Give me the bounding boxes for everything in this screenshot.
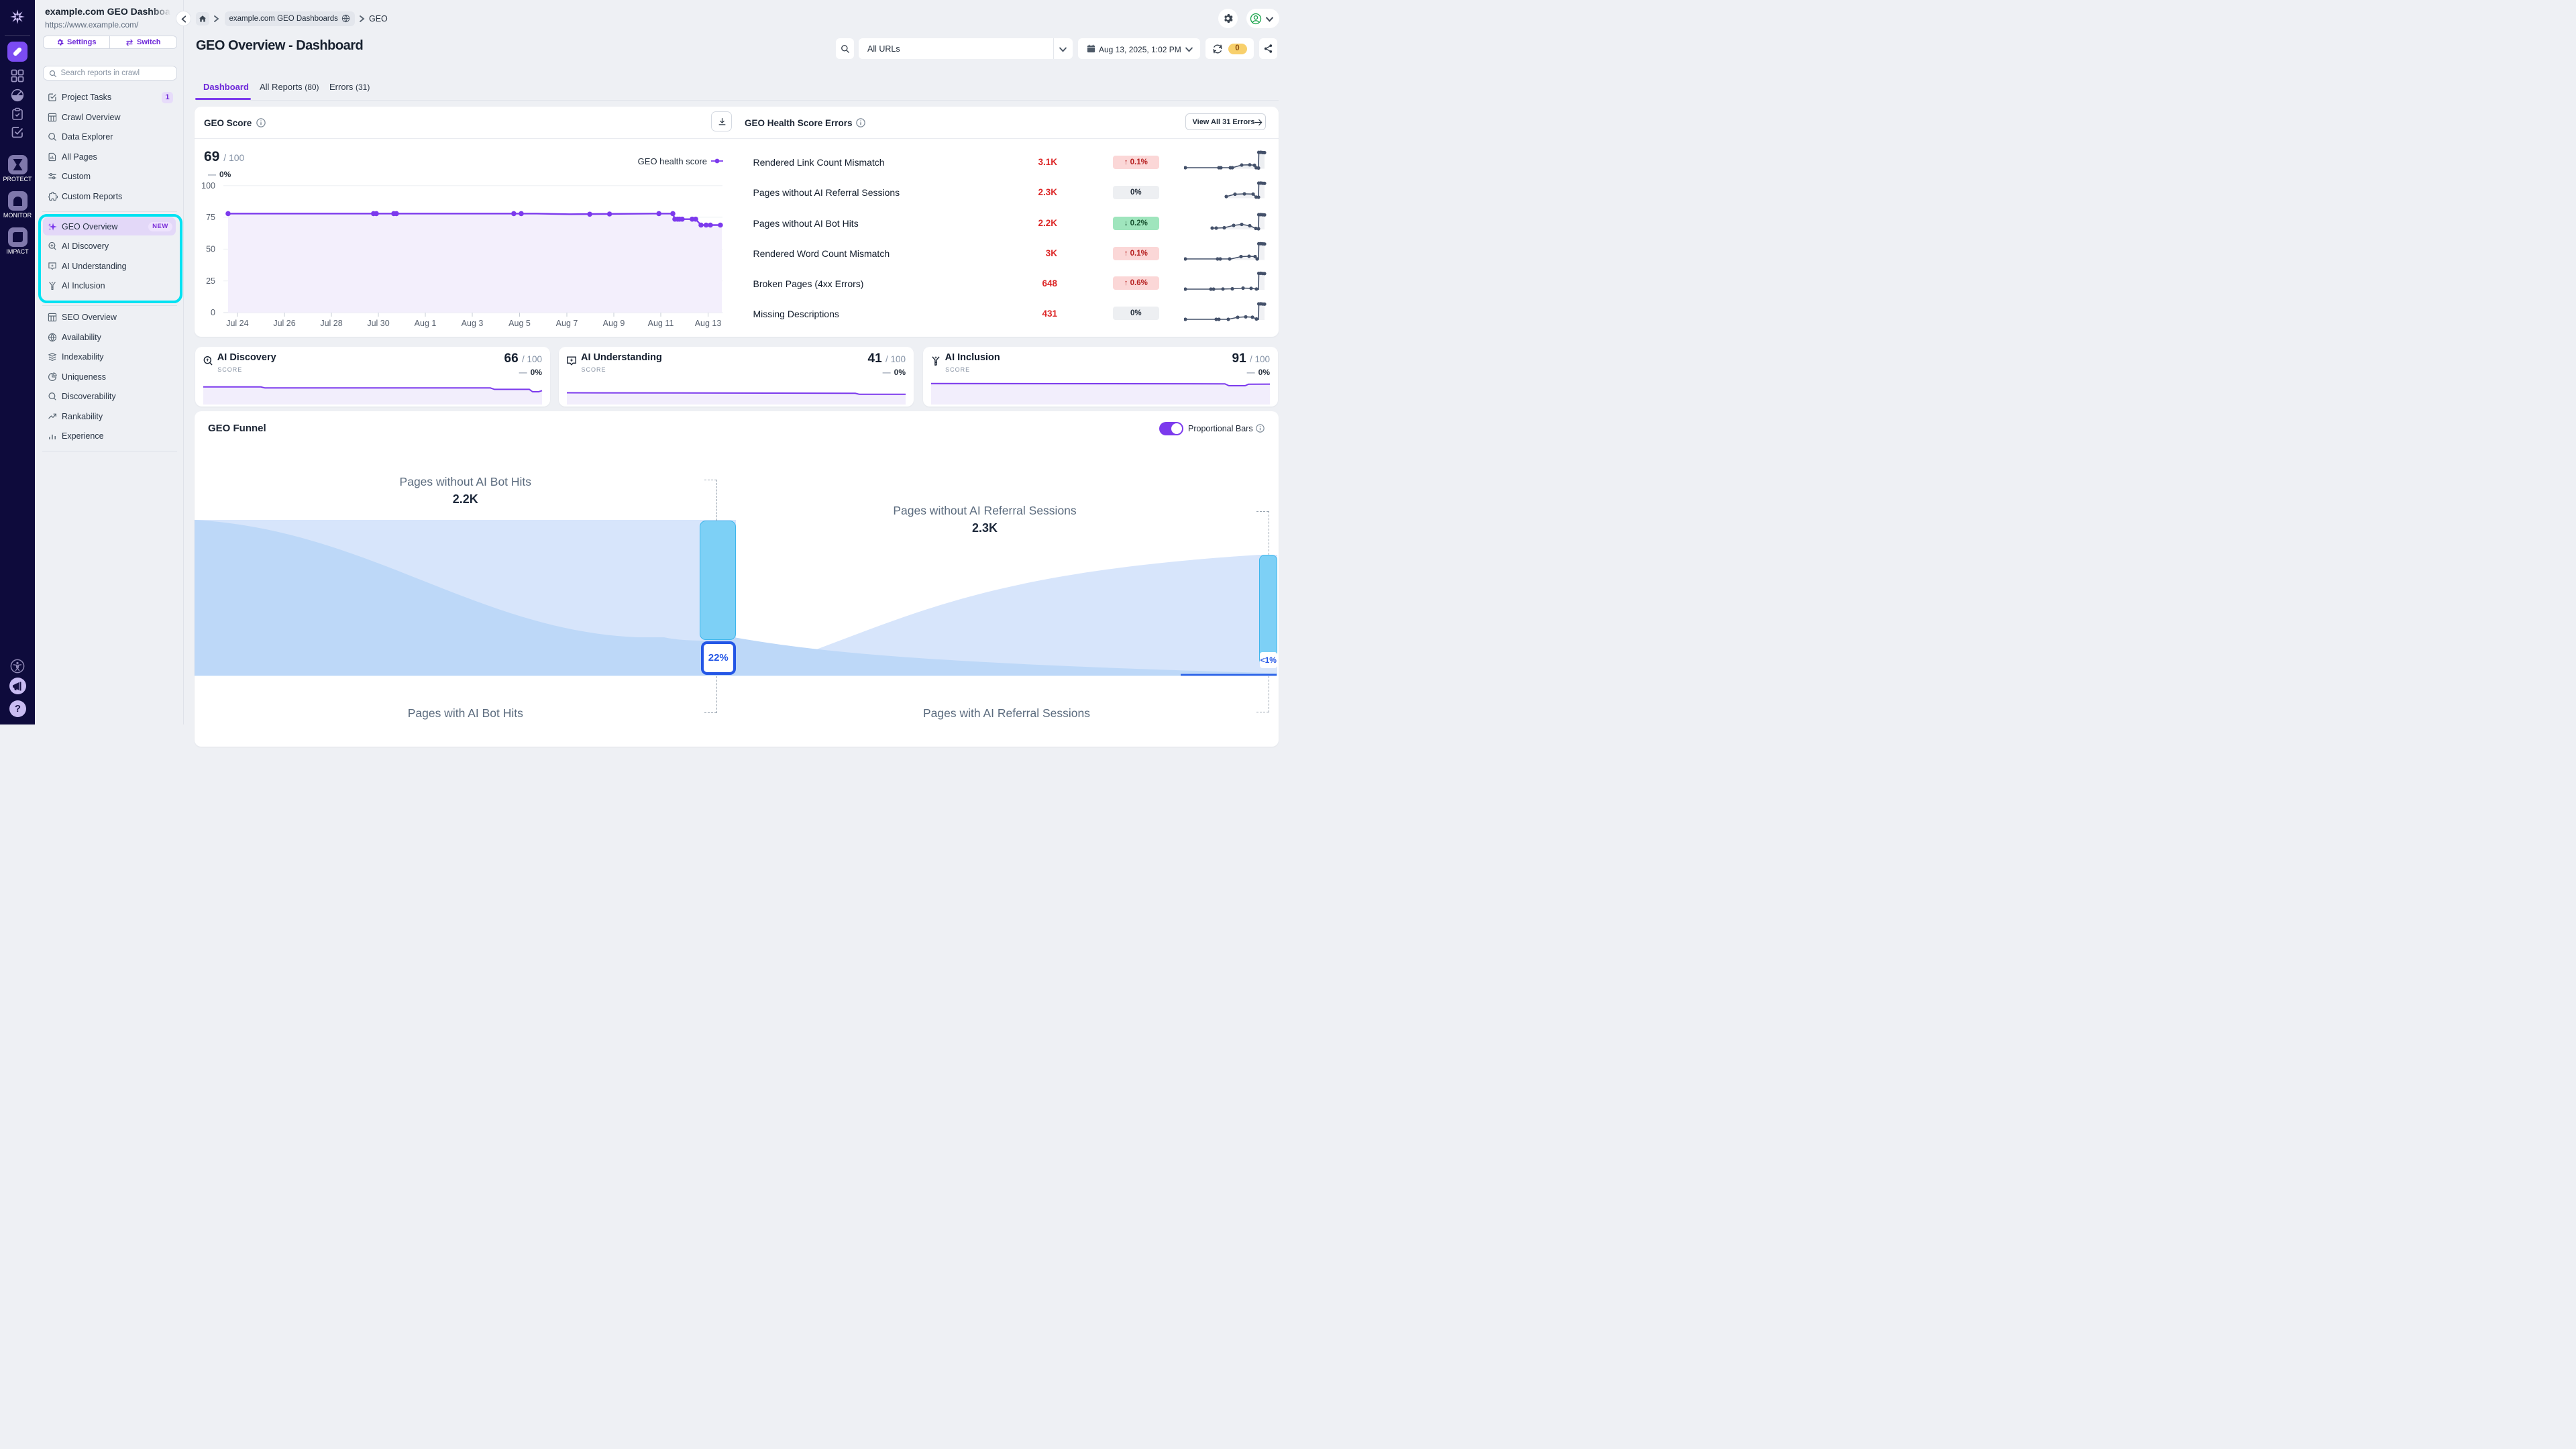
svg-text:Aug 1: Aug 1 (415, 319, 437, 328)
svg-text:50: 50 (206, 245, 215, 254)
svg-text:Jul 26: Jul 26 (273, 319, 295, 328)
svg-text:0: 0 (211, 308, 215, 317)
svg-text:Jul 30: Jul 30 (367, 319, 389, 328)
svg-text:Aug 11: Aug 11 (648, 319, 674, 328)
svg-text:Aug 7: Aug 7 (556, 319, 578, 328)
svg-text:Aug 5: Aug 5 (508, 319, 531, 328)
svg-text:Jul 24: Jul 24 (226, 319, 248, 328)
svg-text:Aug 3: Aug 3 (462, 319, 484, 328)
svg-text:Aug 13: Aug 13 (695, 319, 722, 328)
svg-text:Jul 28: Jul 28 (320, 319, 342, 328)
svg-text:Aug 9: Aug 9 (603, 319, 625, 328)
svg-text:75: 75 (206, 213, 215, 222)
svg-text:100: 100 (201, 181, 215, 191)
svg-text:25: 25 (206, 276, 215, 286)
